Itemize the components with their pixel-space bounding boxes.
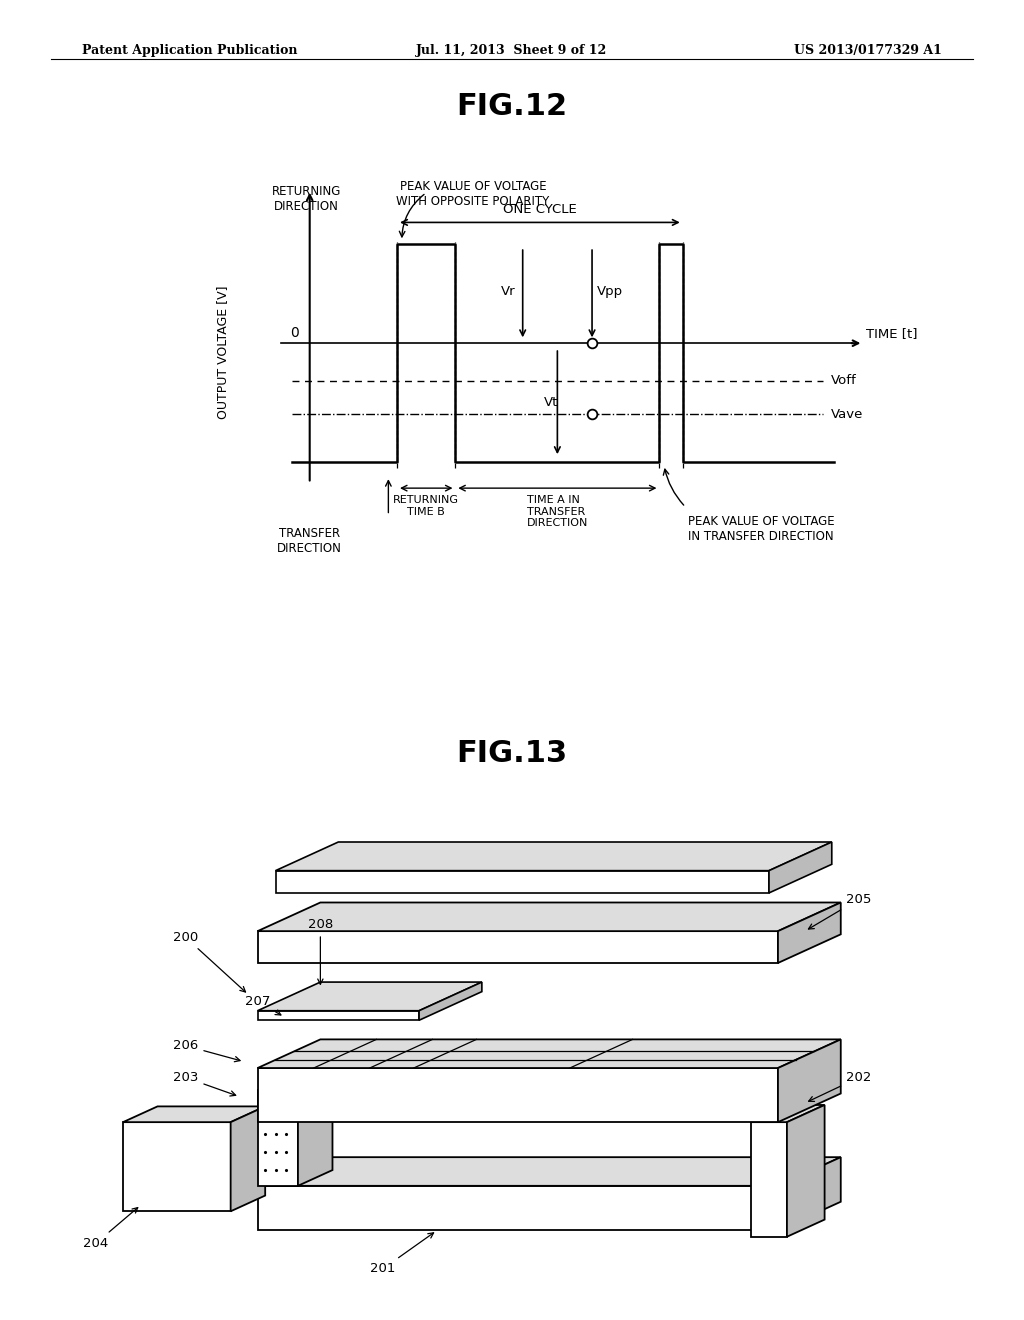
Text: ONE CYCLE: ONE CYCLE	[503, 203, 577, 216]
Text: US 2013/0177329 A1: US 2013/0177329 A1	[795, 44, 942, 57]
Text: RETURNING
TIME B: RETURNING TIME B	[393, 495, 459, 517]
Text: Vr: Vr	[501, 285, 516, 298]
Polygon shape	[751, 1122, 786, 1237]
Polygon shape	[258, 1068, 778, 1122]
Text: RETURNING
DIRECTION: RETURNING DIRECTION	[272, 185, 341, 213]
Polygon shape	[778, 1158, 841, 1230]
Polygon shape	[258, 982, 482, 1011]
Polygon shape	[419, 982, 482, 1020]
Text: 206: 206	[173, 1039, 240, 1061]
Polygon shape	[258, 903, 841, 931]
Text: Patent Application Publication: Patent Application Publication	[82, 44, 297, 57]
Polygon shape	[786, 1105, 824, 1237]
Polygon shape	[258, 1090, 298, 1185]
Text: 208: 208	[308, 919, 333, 985]
Text: 201: 201	[371, 1233, 433, 1275]
Text: OUTPUT VOLTAGE [V]: OUTPUT VOLTAGE [V]	[216, 285, 228, 418]
Polygon shape	[123, 1122, 230, 1212]
Polygon shape	[275, 842, 831, 871]
Text: 205: 205	[809, 892, 871, 929]
Polygon shape	[769, 842, 831, 892]
Text: 207: 207	[245, 995, 281, 1015]
Polygon shape	[258, 1039, 841, 1068]
Text: 0: 0	[291, 326, 299, 341]
Text: PEAK VALUE OF VOLTAGE
IN TRANSFER DIRECTION: PEAK VALUE OF VOLTAGE IN TRANSFER DIRECT…	[688, 516, 836, 544]
Polygon shape	[258, 1074, 333, 1090]
Text: Voff: Voff	[831, 375, 857, 387]
Text: FIG.13: FIG.13	[457, 739, 567, 768]
Text: 202: 202	[809, 1071, 871, 1101]
Polygon shape	[778, 1039, 841, 1122]
Polygon shape	[275, 871, 769, 892]
Text: 200: 200	[173, 931, 246, 993]
Text: 203: 203	[173, 1071, 236, 1096]
Text: TIME A IN
TRANSFER
DIRECTION: TIME A IN TRANSFER DIRECTION	[526, 495, 588, 528]
Text: PEAK VALUE OF VOLTAGE
WITH OPPOSITE POLARITY: PEAK VALUE OF VOLTAGE WITH OPPOSITE POLA…	[396, 180, 550, 207]
Polygon shape	[258, 1185, 778, 1230]
Polygon shape	[123, 1106, 265, 1122]
Polygon shape	[258, 1158, 841, 1185]
Text: FIG.12: FIG.12	[457, 92, 567, 121]
Polygon shape	[258, 1011, 419, 1020]
Text: Vt: Vt	[545, 396, 559, 409]
Polygon shape	[751, 1105, 824, 1122]
Text: TRANSFER
DIRECTION: TRANSFER DIRECTION	[278, 528, 342, 556]
Text: Vave: Vave	[831, 408, 863, 421]
Polygon shape	[230, 1106, 265, 1212]
Polygon shape	[258, 931, 778, 964]
Text: 204: 204	[83, 1208, 138, 1250]
Text: TIME [t]: TIME [t]	[866, 327, 918, 341]
Polygon shape	[298, 1074, 333, 1185]
Text: Jul. 11, 2013  Sheet 9 of 12: Jul. 11, 2013 Sheet 9 of 12	[417, 44, 607, 57]
Text: Vpp: Vpp	[597, 285, 623, 298]
Polygon shape	[778, 903, 841, 964]
